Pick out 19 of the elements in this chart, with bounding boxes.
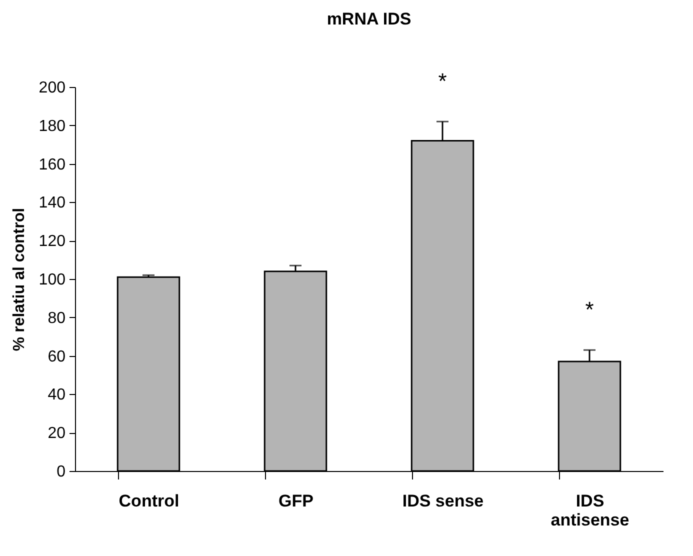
x-tick-label: IDS sense bbox=[402, 492, 484, 510]
y-tick-label: 80 bbox=[48, 310, 66, 327]
y-tick-label: 40 bbox=[48, 386, 66, 404]
x-tick-label: GFP bbox=[278, 492, 314, 510]
y-tick-label: 180 bbox=[38, 118, 66, 135]
annotation: * bbox=[438, 68, 448, 94]
chart-title: mRNA IDS bbox=[326, 10, 412, 29]
y-tick-label: 200 bbox=[38, 80, 66, 96]
y-tick-label: 120 bbox=[38, 233, 66, 250]
y-tick-label: 160 bbox=[38, 156, 66, 174]
x-tick-label: Control bbox=[118, 492, 180, 510]
y-axis-title: % relatiu al control bbox=[10, 208, 28, 352]
y-tick-label: 100 bbox=[38, 272, 66, 288]
y-tick-label: 140 bbox=[38, 194, 66, 212]
y-tick-label: 20 bbox=[48, 425, 66, 442]
y-tick-label: 0 bbox=[56, 464, 66, 480]
annotation: * bbox=[585, 297, 594, 322]
y-tick-label: 60 bbox=[48, 348, 66, 366]
x-tick-label: IDS antisense bbox=[550, 492, 630, 530]
